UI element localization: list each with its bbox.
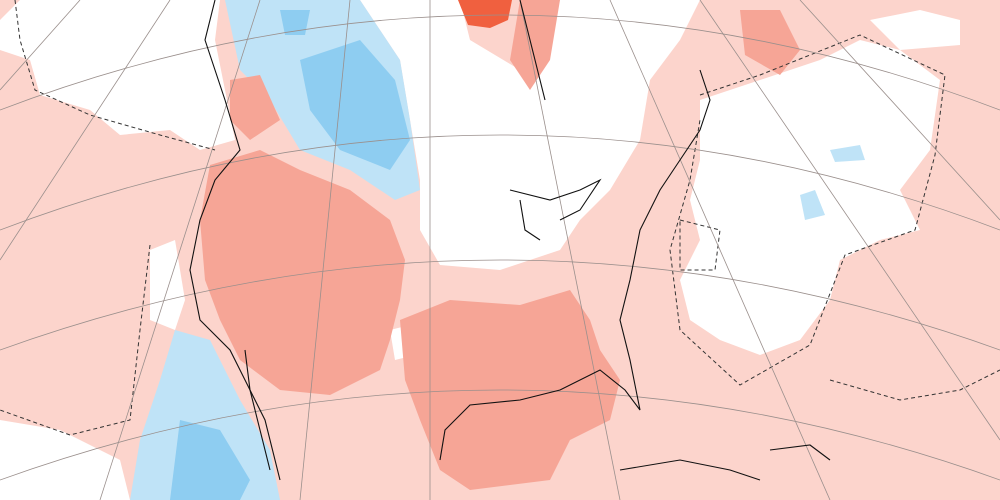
strong-negative-areas — [170, 10, 410, 500]
coastlines — [189, 0, 831, 481]
strong-positive-area — [458, 0, 512, 28]
contours — [0, 0, 1000, 436]
